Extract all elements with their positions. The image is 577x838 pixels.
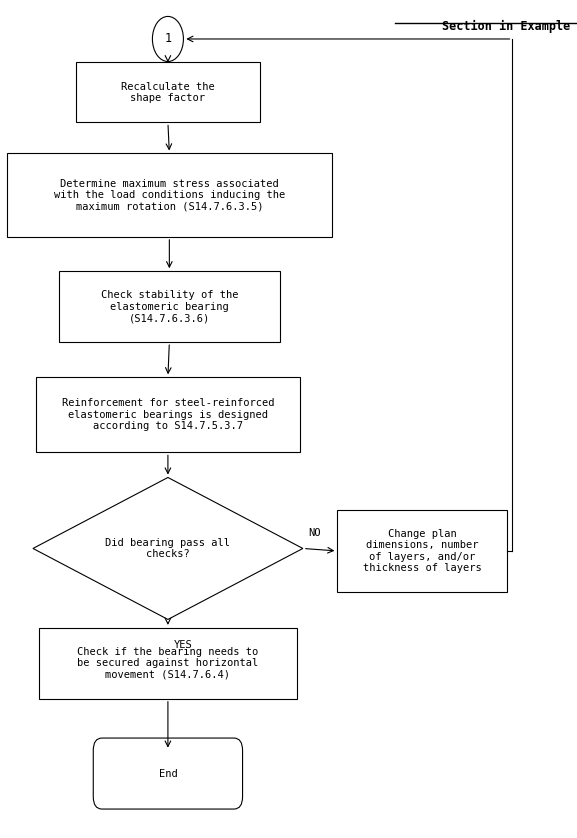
Text: Reinforcement for steel-reinforced
elastomeric bearings is designed
according to: Reinforcement for steel-reinforced elast… [62,398,274,432]
FancyBboxPatch shape [338,510,507,592]
Text: Change plan
dimensions, number
of layers, and/or
thickness of layers: Change plan dimensions, number of layers… [362,529,481,573]
FancyBboxPatch shape [93,738,242,809]
FancyBboxPatch shape [59,272,280,342]
Circle shape [152,17,183,61]
Text: NO: NO [309,529,321,539]
Text: Determine maximum stress associated
with the load conditions inducing the
maximu: Determine maximum stress associated with… [54,178,285,212]
FancyBboxPatch shape [39,628,297,699]
Text: 1: 1 [164,33,171,45]
Text: Check stability of the
elastomeric bearing
(S14.7.6.3.6): Check stability of the elastomeric beari… [100,290,238,323]
FancyBboxPatch shape [7,153,332,237]
Text: YES: YES [174,640,192,650]
Text: Check if the bearing needs to
be secured against horizontal
movement (S14.7.6.4): Check if the bearing needs to be secured… [77,647,258,680]
Text: Section in Example: Section in Example [441,20,570,33]
Text: Did bearing pass all
checks?: Did bearing pass all checks? [106,538,230,559]
Text: Recalculate the
shape factor: Recalculate the shape factor [121,81,215,103]
Text: End: End [159,768,177,779]
FancyBboxPatch shape [76,62,260,122]
FancyBboxPatch shape [36,377,300,453]
Polygon shape [33,478,303,619]
